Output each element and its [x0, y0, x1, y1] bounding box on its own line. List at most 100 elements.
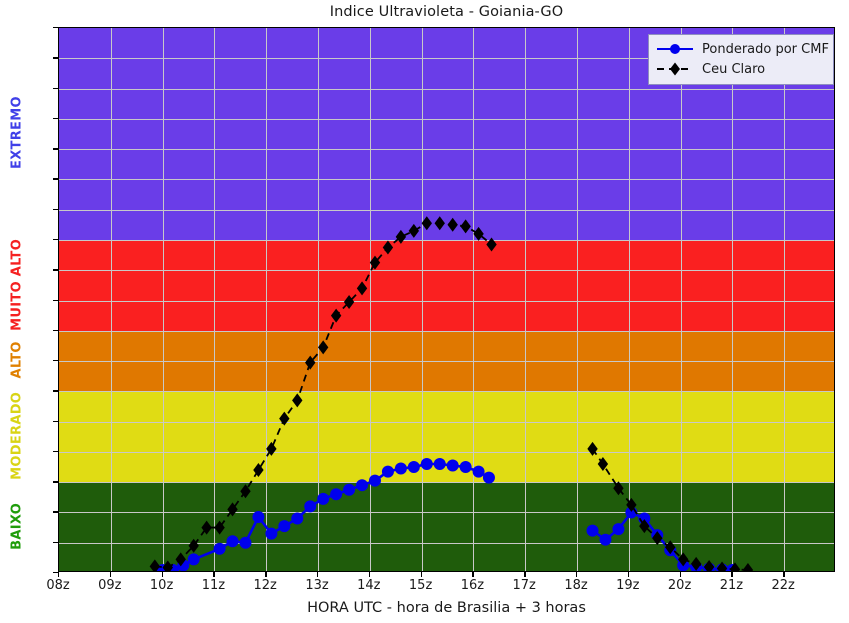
y-axis-tick-mark	[53, 269, 58, 271]
y-axis-tick-mark	[53, 238, 58, 241]
data-point	[188, 538, 199, 553]
y-axis-tick-mark	[53, 329, 58, 332]
x-axis-tick-mark	[58, 572, 60, 577]
data-point	[201, 520, 212, 535]
x-axis-tick-mark	[317, 572, 319, 577]
data-point	[226, 535, 239, 548]
data-point	[279, 411, 290, 426]
x-axis-tick-label: 18z	[564, 578, 588, 593]
data-point	[213, 542, 226, 555]
data-point	[459, 461, 472, 474]
grid-line-vertical	[732, 28, 734, 571]
grid-line-vertical	[214, 28, 216, 571]
data-point	[356, 281, 368, 296]
grid-line-horizontal	[59, 58, 834, 60]
y-axis-tick-mark	[53, 57, 58, 59]
x-axis-tick-label: 08z	[46, 578, 70, 593]
data-point	[586, 524, 599, 537]
grid-line-horizontal	[59, 118, 834, 120]
data-point	[665, 540, 676, 555]
grid-line-vertical	[318, 28, 319, 571]
legend-item[interactable]: Ceu Claro	[655, 59, 827, 79]
x-axis-tick-mark	[524, 572, 526, 577]
grid-line-horizontal	[59, 300, 834, 302]
grid-line-horizontal	[59, 421, 834, 423]
data-point	[447, 217, 458, 232]
x-axis-tick-label: 20z	[667, 578, 692, 593]
data-point	[408, 223, 420, 238]
data-point	[330, 308, 342, 323]
grid-line-horizontal	[59, 451, 834, 453]
data-point	[420, 458, 433, 470]
chart-title: Indice Ultravioleta - Goiania-GO	[329, 4, 564, 20]
data-point	[162, 560, 173, 571]
data-point	[472, 465, 485, 478]
data-point	[433, 458, 446, 470]
y-axis-tick-mark	[53, 148, 58, 150]
grid-line-horizontal	[59, 270, 834, 272]
y-axis-tick-mark	[53, 208, 58, 211]
x-axis-label: HORA UTC - hora de Brasilia + 3 horas	[307, 600, 586, 616]
y-axis-tick-mark	[53, 541, 58, 544]
x-axis-tick-label: 14z	[357, 578, 381, 593]
y-axis-tick-mark	[53, 27, 58, 29]
data-point	[175, 552, 186, 567]
data-point	[597, 457, 609, 471]
data-point	[677, 552, 689, 567]
data-point	[460, 219, 471, 234]
grid-line-horizontal	[59, 88, 834, 90]
uv-band-muito-alto	[59, 239, 834, 331]
grid-line-horizontal	[59, 239, 834, 241]
x-axis-tick-mark	[420, 572, 422, 577]
chart-legend: Ponderado por CMF Ceu Claro	[648, 34, 834, 85]
grid-line-horizontal	[59, 482, 834, 484]
y-axis-tick-mark	[53, 117, 58, 120]
data-point	[482, 471, 495, 484]
y-axis-tick-mark	[53, 481, 58, 483]
uv-category-label-alto: ALTO	[9, 341, 25, 379]
data-point	[343, 295, 355, 310]
grid-line-horizontal	[59, 361, 834, 363]
series-line	[154, 222, 493, 569]
y-axis-tick-mark	[53, 572, 58, 574]
data-point	[343, 483, 356, 496]
grid-line-vertical	[421, 28, 423, 571]
data-point	[613, 481, 624, 496]
data-point	[253, 463, 264, 478]
x-axis-tick-label: 10z	[149, 578, 174, 593]
legend-item[interactable]: Ponderado por CMF	[655, 39, 829, 59]
uv-band-alto	[59, 330, 834, 392]
data-point	[356, 479, 369, 492]
grid-line-vertical	[266, 28, 268, 571]
x-axis-tick-mark	[783, 572, 785, 577]
data-point	[214, 520, 225, 535]
data-point	[639, 519, 650, 534]
x-axis-tick-label: 13z	[305, 578, 329, 593]
data-point	[652, 531, 663, 546]
uv-category-label-extremo: EXTREMO	[9, 96, 25, 170]
data-point	[149, 559, 161, 571]
data-point	[612, 523, 625, 536]
legend-marker-ceu-claro	[657, 62, 693, 76]
x-axis-tick-mark	[109, 572, 112, 577]
data-point	[421, 216, 432, 231]
x-axis-tick-label: 09z	[98, 578, 122, 593]
data-point	[305, 355, 316, 370]
series-ponderado-por-cmf	[156, 458, 739, 571]
x-axis-tick-label: 19z	[616, 578, 640, 593]
data-point	[473, 226, 484, 241]
x-axis-tick-label: 11z	[201, 578, 226, 593]
grid-line-horizontal	[59, 209, 834, 211]
uv-band-moderado	[59, 391, 834, 483]
x-axis-tick-mark	[576, 572, 578, 577]
data-point	[434, 216, 445, 231]
uv-band-baixo	[59, 482, 834, 571]
data-point	[330, 488, 343, 501]
uv-category-label-baixo: BAIXO	[9, 503, 25, 551]
data-point	[486, 237, 497, 252]
x-axis-tick-mark	[161, 572, 163, 577]
x-axis-tick-mark	[368, 572, 371, 577]
data-point	[381, 465, 394, 478]
plot-area	[58, 27, 835, 572]
grid-line-vertical	[628, 28, 630, 571]
